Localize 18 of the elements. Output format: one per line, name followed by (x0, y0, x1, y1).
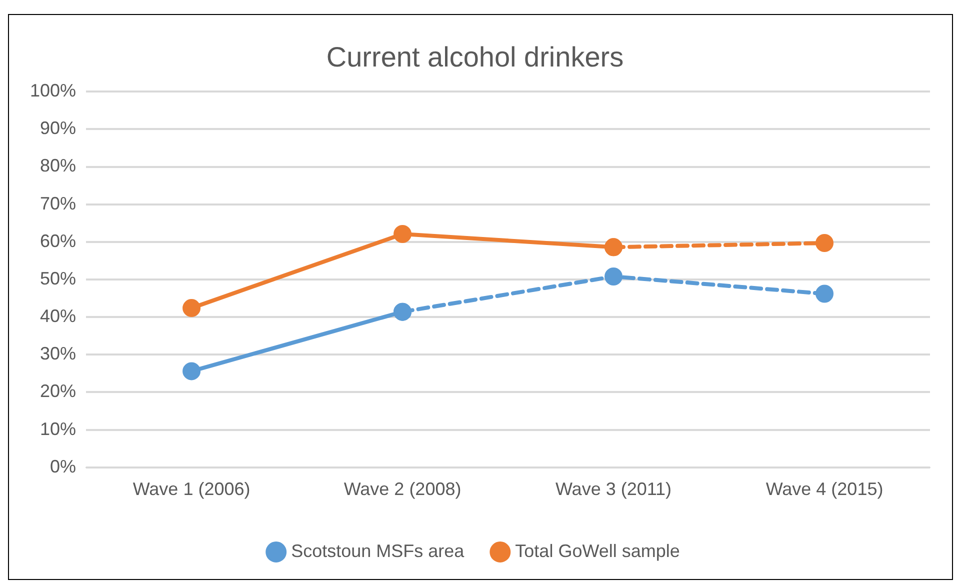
x-tick-label: Wave 3 (2011) (555, 479, 672, 500)
x-tick-label: Wave 2 (2008) (344, 479, 462, 500)
legend-label: Total GoWell sample (515, 540, 680, 561)
y-tick-label: 40% (40, 306, 76, 326)
y-tick-label: 0% (50, 456, 76, 476)
y-tick-label: 90% (40, 118, 76, 138)
y-tick-label: 60% (40, 230, 76, 251)
y-tick-label: 50% (40, 268, 76, 288)
y-tick-label: 20% (40, 381, 76, 402)
x-tick-label: Wave 1 (2006) (132, 479, 250, 500)
y-tick-label: 80% (40, 156, 76, 176)
chart-title: Current alcohol drinkers (326, 42, 624, 73)
y-tick-label: 30% (40, 344, 76, 364)
y-tick-label: 10% (40, 418, 76, 439)
x-tick-label: Wave 4 (2015) (766, 479, 884, 500)
legend-label: Scotstoun MSFs area (291, 540, 466, 561)
y-tick-label: 70% (40, 193, 76, 214)
y-tick-label: 100% (30, 80, 76, 101)
